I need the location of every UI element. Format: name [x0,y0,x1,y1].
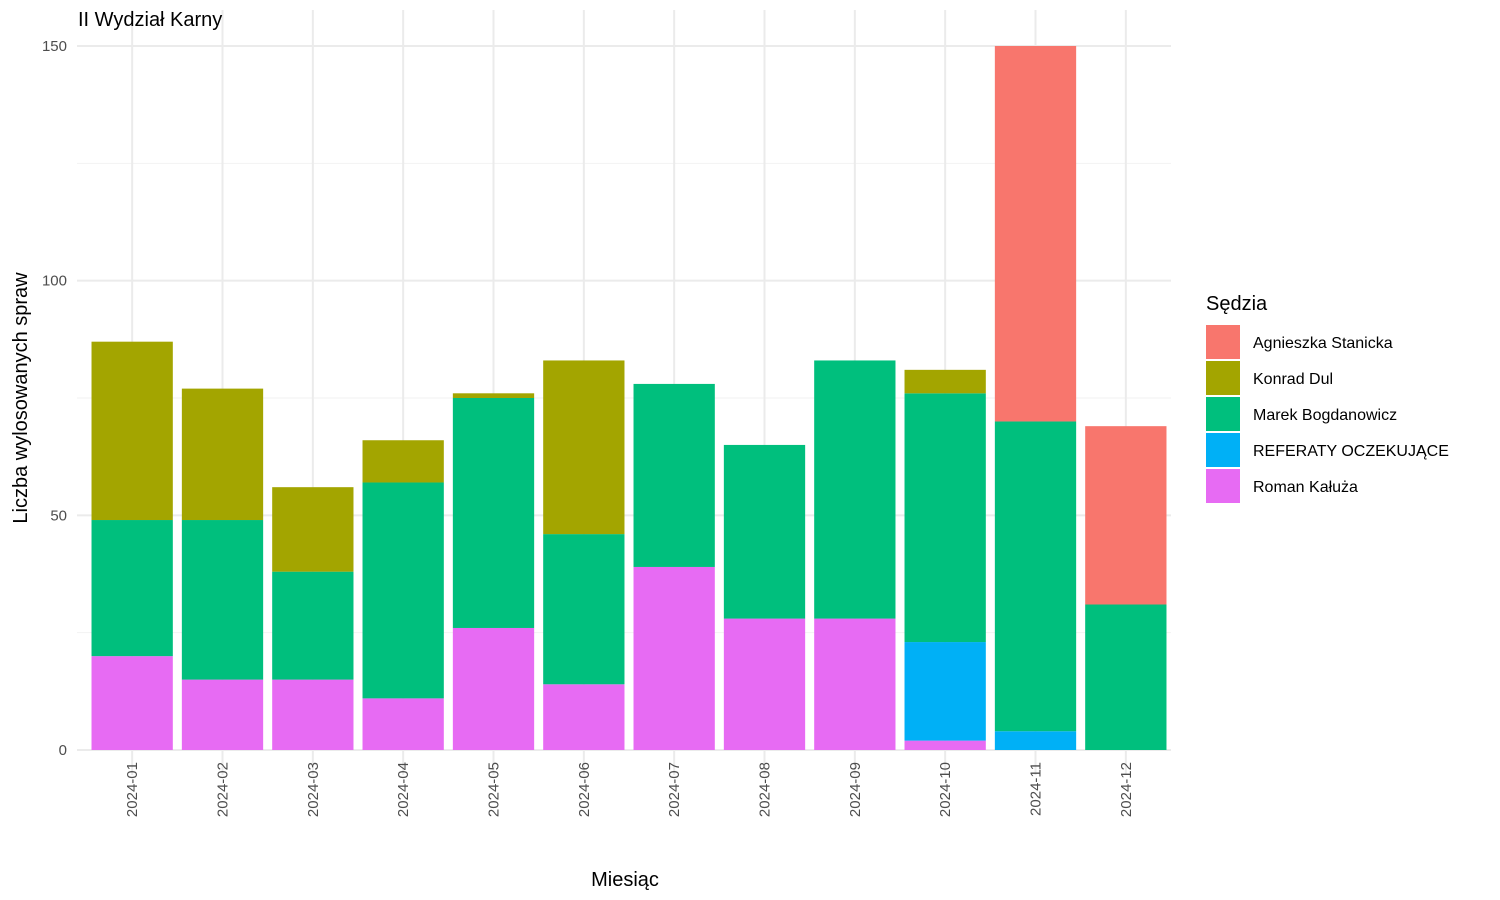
legend: Sędzia Agnieszka Stanicka Konrad Dul Marek… [1206,293,1449,503]
x-tick-label: 2024-07 [666,762,683,817]
x-tick-label: 2024-02 [215,762,232,817]
legend-label: Roman Kałuża [1253,479,1358,496]
bar-segment [181,388,264,521]
x-tick-label: 2024-12 [1118,762,1135,817]
x-axis-title: Miesiąc [591,869,659,891]
bar-segment [91,520,173,657]
bar-segment [994,421,1077,732]
legend-title: Sędzia [1206,293,1268,315]
bar-segment [633,566,715,750]
chart-title: II Wydział Karny [78,9,222,31]
legend-label: REFERATY OCZEKUJĄCE [1253,443,1449,460]
legend-swatch [1206,361,1240,395]
bar-segment [994,46,1077,422]
x-tick-label: 2024-06 [576,762,593,817]
legend-swatch [1206,469,1240,503]
legend-label: Konrad Dul [1253,371,1333,388]
bar-segment [904,642,986,741]
y-axis-ticks: 0 50 100 150 [42,38,67,759]
x-tick-label: 2024-09 [847,762,864,817]
legend-label: Marek Bogdanowicz [1253,407,1397,424]
bar-segment [452,398,535,628]
bar-segment [543,534,625,685]
bar-segment [994,731,1077,750]
legend-swatch [1206,325,1240,359]
bar-segment [181,679,264,750]
bars [91,46,1167,750]
bar-segment [904,740,986,750]
y-tick-label: 0 [59,742,67,759]
x-tick-label: 2024-10 [937,762,954,817]
bar-segment [91,656,173,750]
bar-segment [723,444,806,619]
bar-segment [452,393,535,398]
legend-label: Agnieszka Stanicka [1253,335,1393,352]
bar-segment [904,369,986,394]
legend-swatch [1206,397,1240,431]
y-tick-label: 50 [50,507,67,524]
bar-segment [452,627,535,750]
bar-segment [723,618,806,750]
x-tick-label: 2024-01 [124,762,141,817]
x-tick-label: 2024-08 [757,762,774,817]
x-tick-label: 2024-11 [1028,762,1045,816]
bar-segment [362,440,444,483]
bar-segment [814,618,896,750]
bar-segment [272,487,354,572]
bar-segment [362,482,444,699]
x-tick-label: 2024-03 [305,762,322,817]
bar-segment [1085,426,1167,605]
bar-segment [91,341,173,521]
x-axis-ticks: 2024-01 2024-02 2024-03 2024-04 2024-05 2024-… [124,762,1135,817]
bar-segment [543,360,625,535]
bar-segment [543,684,625,750]
bar-segment [1085,604,1167,750]
bar-segment [272,679,354,750]
legend-swatch [1206,433,1240,467]
bar-segment [904,393,986,643]
bar-segment [814,360,896,619]
x-tick-label: 2024-05 [486,762,503,817]
y-tick-label: 100 [42,273,67,290]
y-tick-label: 150 [42,38,67,55]
bar-segment [362,698,444,750]
bar-segment [272,571,354,680]
x-tick-label: 2024-04 [395,762,412,817]
bar-segment [181,520,264,680]
y-axis-title: Liczba wylosowanych spraw [10,272,32,524]
bar-segment [633,383,715,567]
